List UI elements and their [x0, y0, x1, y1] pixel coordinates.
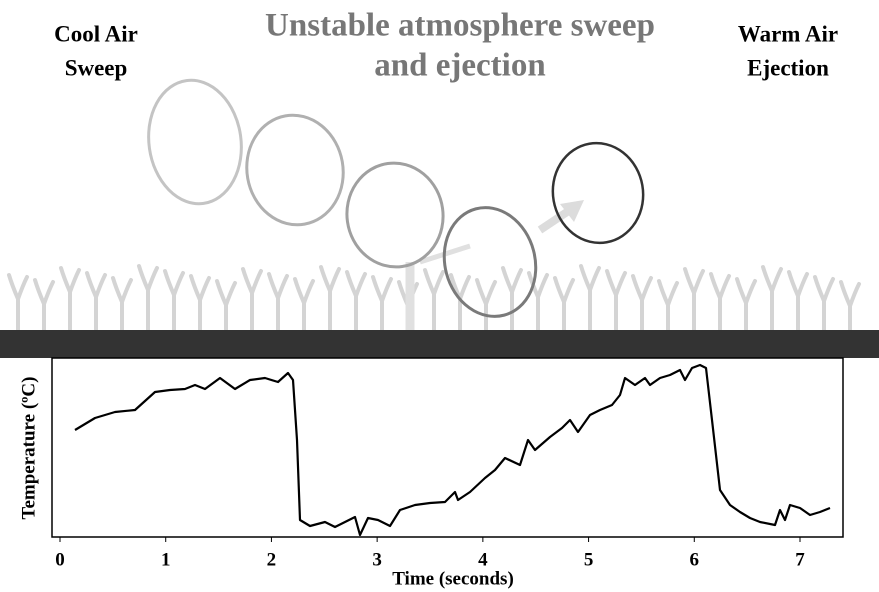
grass-blade — [839, 280, 861, 332]
grass-blade — [475, 278, 497, 332]
grass-blade — [787, 270, 809, 332]
grass-blade — [319, 265, 341, 332]
label: Sweep — [65, 55, 128, 80]
label: Warm Air — [738, 21, 838, 46]
grass-blade — [449, 273, 471, 332]
grass — [7, 264, 861, 332]
label: Cool Air — [54, 21, 138, 46]
x-tick-label: 1 — [161, 549, 171, 570]
grass-blade — [345, 270, 367, 332]
grass-blade — [163, 269, 185, 332]
grass-blade — [657, 279, 679, 332]
arrow-head — [560, 200, 584, 222]
air-parcel — [147, 78, 243, 206]
grass-blade — [631, 274, 653, 332]
grass-blade — [241, 267, 263, 332]
x-tick-label: 2 — [267, 549, 277, 570]
grass-blade — [423, 268, 445, 332]
grass-blade — [215, 279, 237, 332]
grass-blade — [709, 272, 731, 332]
grass-blade — [735, 277, 757, 332]
grass-blade — [813, 275, 835, 332]
x-tick-label: 7 — [795, 549, 805, 570]
title: Unstable atmosphere sweep — [265, 8, 655, 44]
x-tick-label: 3 — [372, 549, 382, 570]
x-tick-label: 6 — [690, 549, 700, 570]
grass-blade — [501, 266, 523, 332]
x-tick-label: 5 — [584, 549, 594, 570]
grass-blade — [137, 264, 159, 332]
y-axis-label: Temperature (ºC) — [18, 377, 39, 520]
grass-blade — [371, 275, 393, 332]
x-tick-label: 4 — [478, 549, 488, 570]
grass-blade — [605, 269, 627, 332]
air-parcel — [245, 113, 345, 227]
temperature-curve — [74, 363, 831, 537]
grass-blade — [189, 274, 211, 332]
grass-blade — [59, 266, 81, 332]
grass-blade — [527, 271, 549, 332]
grass-blade — [293, 277, 315, 332]
x-tick-label: 0 — [55, 549, 65, 570]
grass-blade — [683, 267, 705, 332]
grass-blade — [267, 272, 289, 332]
x-axis-label: Time (seconds) — [392, 568, 514, 589]
grass-blade — [761, 265, 783, 332]
ground — [0, 330, 879, 358]
grass-blade — [85, 271, 107, 332]
grass-blade — [7, 273, 29, 332]
air-parcel — [551, 141, 645, 245]
plot-frame — [51, 357, 844, 538]
grass-blade — [33, 278, 55, 332]
arrow — [537, 206, 573, 234]
title: and ejection — [374, 48, 545, 84]
grass-blade — [111, 276, 133, 332]
grass-blade — [553, 276, 575, 332]
grass-blade — [579, 264, 601, 332]
air-parcel — [442, 206, 538, 318]
air-parcel — [345, 161, 445, 269]
label: Ejection — [747, 55, 829, 80]
